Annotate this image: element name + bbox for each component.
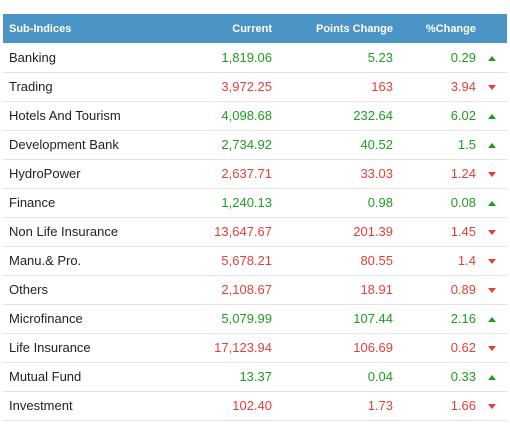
triangle-down-icon	[487, 404, 496, 410]
points-change: 232.64	[353, 108, 393, 123]
sub-index-name[interactable]: Life Insurance	[9, 340, 91, 355]
table-row[interactable]: Development Bank 2,734.92 40.52 1.5	[3, 130, 507, 159]
triangle-down-icon	[487, 346, 496, 352]
points-change: 0.04	[367, 369, 393, 384]
current-value: 1,240.13	[221, 195, 272, 210]
sub-index-name[interactable]: Microfinance	[9, 311, 83, 326]
percent-change: 0.89	[450, 282, 476, 297]
points-change: 163	[371, 79, 393, 94]
sub-index-name[interactable]: Development Bank	[9, 137, 119, 152]
triangle-down-icon	[487, 230, 496, 236]
points-change: 5.23	[367, 49, 393, 65]
triangle-up-icon	[487, 317, 496, 323]
points-change: 201.39	[353, 224, 393, 239]
trend-cell	[476, 391, 507, 420]
sub-index-name[interactable]: Trading	[9, 79, 53, 94]
points-change: 1.73	[367, 398, 393, 413]
percent-change: 1.24	[450, 166, 476, 181]
current-value: 2,734.92	[221, 137, 272, 152]
triangle-down-icon	[487, 85, 496, 91]
header-current[interactable]: Current	[232, 22, 272, 35]
sub-index-name[interactable]: Others	[9, 282, 49, 297]
points-change: 33.03	[360, 166, 393, 181]
table-row[interactable]: Others 2,108.67 18.91 0.89	[3, 275, 507, 304]
table-row[interactable]: Hotels And Tourism 4,098.68 232.64 6.02	[3, 101, 507, 130]
table-row[interactable]: Investment 102.40 1.73 1.66	[3, 391, 507, 420]
current-value: 2,637.71	[221, 166, 272, 181]
triangle-up-icon	[487, 201, 496, 207]
sub-index-name[interactable]: Mutual Fund	[9, 369, 82, 384]
trend-cell	[476, 217, 507, 246]
header-trend	[476, 14, 507, 43]
current-value: 3,972.25	[221, 79, 272, 94]
sub-index-name[interactable]: Manu.& Pro.	[9, 253, 82, 268]
sub-index-name[interactable]: HydroPower	[9, 166, 81, 181]
trend-cell	[476, 304, 507, 333]
sub-index-name[interactable]: Non Life Insurance	[9, 224, 119, 239]
trend-cell	[476, 43, 507, 72]
triangle-up-icon	[487, 55, 496, 61]
points-change: 107.44	[353, 311, 393, 326]
percent-change: 0.33	[450, 369, 476, 384]
current-value: 4,098.68	[221, 108, 272, 123]
sub-index-name[interactable]: Banking	[9, 49, 56, 65]
sub-index-name[interactable]: Hotels And Tourism	[9, 108, 121, 123]
current-value: 13.37	[239, 369, 272, 384]
points-change: 18.91	[360, 282, 393, 297]
trend-cell	[476, 188, 507, 217]
trend-cell	[476, 246, 507, 275]
triangle-up-icon	[487, 143, 496, 149]
percent-change: 0.29	[450, 49, 476, 65]
table-row[interactable]: Banking 1,819.06 5.23 0.29	[3, 43, 507, 72]
header-sub-indices[interactable]: Sub-Indices	[9, 22, 72, 35]
trend-cell	[476, 275, 507, 304]
percent-change: 0.62	[450, 340, 476, 355]
current-value: 2,108.67	[221, 282, 272, 297]
table-row[interactable]: HydroPower 2,637.71 33.03 1.24	[3, 159, 507, 188]
table-row[interactable]: Non Life Insurance 13,647.67 201.39 1.45	[3, 217, 507, 246]
percent-change: 6.02	[450, 108, 476, 123]
table-row[interactable]: Trading 3,972.25 163 3.94	[3, 72, 507, 101]
percent-change: 1.45	[450, 224, 476, 239]
points-change: 80.55	[360, 253, 393, 268]
current-value: 102.40	[232, 398, 272, 413]
percent-change: 3.94	[450, 79, 476, 94]
sub-index-name[interactable]: Finance	[9, 195, 56, 210]
triangle-down-icon	[487, 288, 496, 294]
table-row[interactable]: Microfinance 5,079.99 107.44 2.16	[3, 304, 507, 333]
triangle-down-icon	[487, 172, 496, 178]
sub-indices-table: Sub-Indices Current Points Change %Chang…	[3, 14, 507, 421]
percent-change: 2.16	[450, 311, 476, 326]
triangle-up-icon	[487, 375, 496, 381]
table-header-row: Sub-Indices Current Points Change %Chang…	[3, 14, 507, 43]
trend-cell	[476, 159, 507, 188]
sub-index-name[interactable]: Investment	[9, 398, 73, 413]
current-value: 1,819.06	[221, 49, 272, 65]
table-row[interactable]: Life Insurance 17,123.94 106.69 0.62	[3, 333, 507, 362]
triangle-up-icon	[487, 114, 496, 120]
percent-change: 0.08	[450, 195, 476, 210]
percent-change: 1.4	[457, 253, 476, 268]
trend-cell	[476, 101, 507, 130]
triangle-down-icon	[487, 259, 496, 265]
points-change: 0.98	[367, 195, 393, 210]
current-value: 5,678.21	[221, 253, 272, 268]
table-row[interactable]: Finance 1,240.13 0.98 0.08	[3, 188, 507, 217]
sub-indices-panel: Sub-Indices Current Points Change %Chang…	[3, 14, 507, 421]
points-change: 106.69	[353, 340, 393, 355]
current-value: 5,079.99	[221, 311, 272, 326]
table-row[interactable]: Mutual Fund 13.37 0.04 0.33	[3, 362, 507, 391]
trend-cell	[476, 72, 507, 101]
percent-change: 1.66	[450, 398, 476, 413]
trend-cell	[476, 130, 507, 159]
percent-change: 1.5	[457, 137, 476, 152]
trend-cell	[476, 362, 507, 391]
points-change: 40.52	[360, 137, 393, 152]
current-value: 13,647.67	[214, 224, 272, 239]
table-row[interactable]: Manu.& Pro. 5,678.21 80.55 1.4	[3, 246, 507, 275]
current-value: 17,123.94	[214, 340, 272, 355]
header-points-change[interactable]: Points Change	[315, 22, 393, 35]
trend-cell	[476, 333, 507, 362]
header-percent-change[interactable]: %Change	[425, 22, 476, 35]
